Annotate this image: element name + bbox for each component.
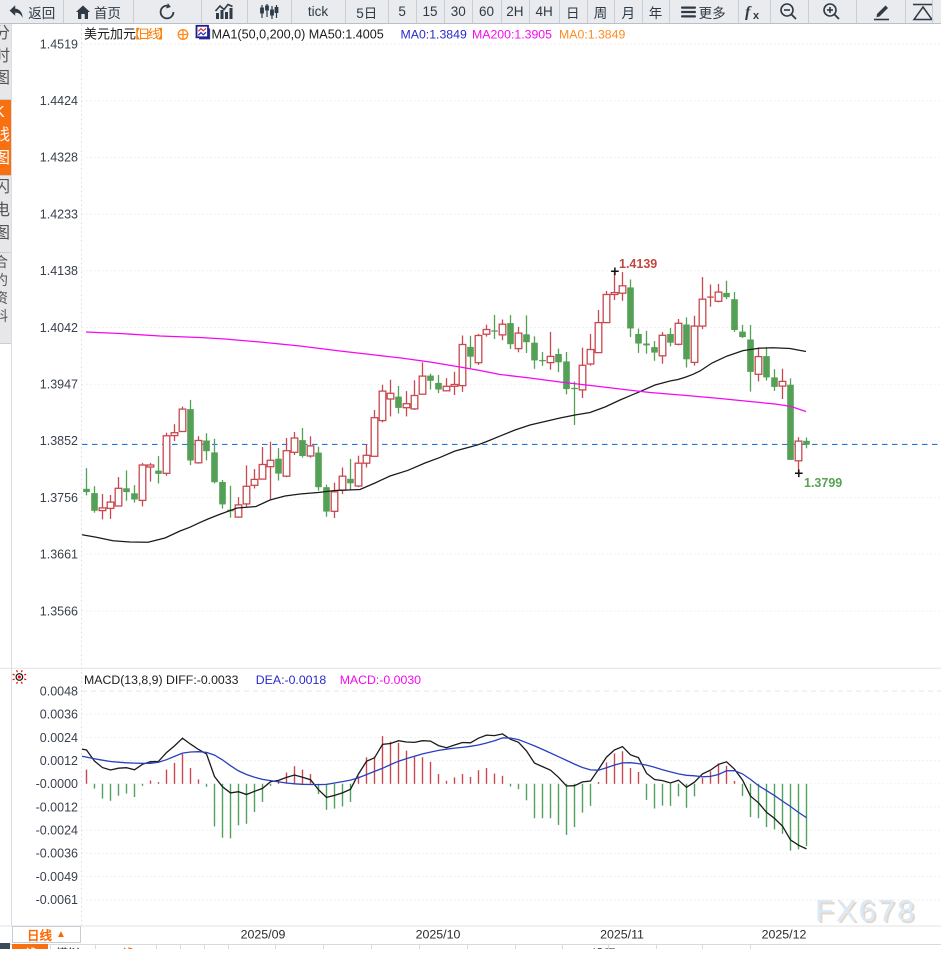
- svg-text:1.3852: 1.3852: [40, 434, 78, 448]
- svg-text:MA1(50,0,200,0) MA50:1.4005: MA1(50,0,200,0) MA50:1.4005: [212, 28, 384, 42]
- svg-text:MACD:-0.0030: MACD:-0.0030: [340, 673, 421, 687]
- svg-text:FX678: FX678: [817, 895, 918, 930]
- svg-text:1.3661: 1.3661: [40, 548, 78, 562]
- svg-text:MA0:1.3849: MA0:1.3849: [559, 28, 625, 42]
- svg-text:1.4139: 1.4139: [619, 257, 657, 271]
- svg-text:0.0036: 0.0036: [40, 708, 78, 722]
- svg-text:1.4042: 1.4042: [40, 321, 78, 335]
- svg-text:MACD(13,8,9) DIFF:-0.0033: MACD(13,8,9) DIFF:-0.0033: [84, 673, 239, 687]
- svg-text:1.4138: 1.4138: [40, 264, 78, 278]
- svg-text:1.3756: 1.3756: [40, 491, 78, 505]
- svg-text:0.0048: 0.0048: [40, 684, 78, 698]
- svg-text:-0.0000: -0.0000: [36, 777, 78, 791]
- svg-text:2025/11: 2025/11: [600, 928, 644, 942]
- svg-text:MA200:1.3905: MA200:1.3905: [472, 28, 552, 42]
- svg-text:x: x: [753, 10, 760, 20]
- svg-text:1.4233: 1.4233: [40, 207, 78, 221]
- svg-text:2025/12: 2025/12: [762, 928, 807, 942]
- svg-text:1.3947: 1.3947: [40, 378, 78, 392]
- svg-text:f: f: [745, 4, 752, 20]
- svg-text:美元加元: 美元加元: [84, 27, 136, 42]
- svg-text:2025/09: 2025/09: [241, 928, 286, 942]
- svg-text:1.3799: 1.3799: [804, 476, 842, 490]
- svg-text:1.4328: 1.4328: [40, 151, 78, 165]
- svg-text:-0.0049: -0.0049: [36, 870, 78, 884]
- svg-text:0.0012: 0.0012: [40, 754, 78, 768]
- svg-text:-0.0024: -0.0024: [36, 824, 78, 838]
- svg-text:-0.0012: -0.0012: [36, 800, 78, 814]
- svg-text:1.3566: 1.3566: [40, 604, 78, 618]
- svg-text:-0.0036: -0.0036: [36, 847, 78, 861]
- svg-text:【日线】: 【日线】: [128, 28, 168, 42]
- svg-text:FX678: FX678: [815, 893, 916, 928]
- svg-text:-0.0061: -0.0061: [36, 893, 78, 907]
- svg-text:2025/10: 2025/10: [416, 928, 461, 942]
- svg-text:1.4519: 1.4519: [40, 37, 78, 51]
- svg-text:DEA:-0.0018: DEA:-0.0018: [256, 673, 327, 687]
- svg-text:0.0024: 0.0024: [40, 731, 78, 745]
- svg-text:MA0:1.3849: MA0:1.3849: [401, 28, 467, 42]
- svg-text:1.4424: 1.4424: [40, 94, 78, 108]
